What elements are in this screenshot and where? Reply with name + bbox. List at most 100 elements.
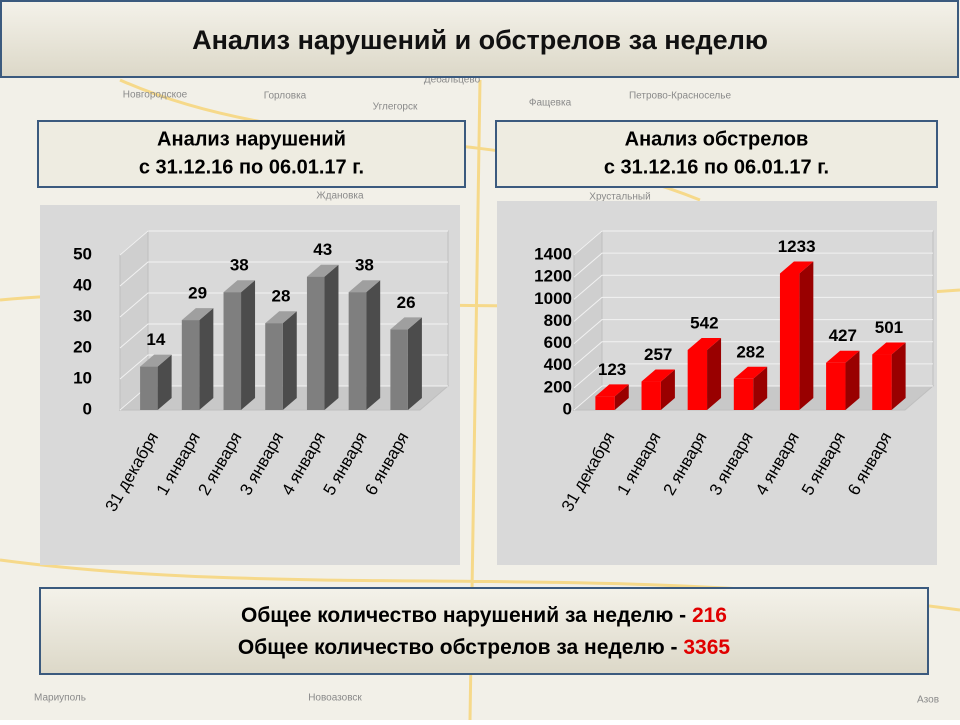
bar	[779, 273, 800, 410]
map-label: Ждановка	[316, 191, 364, 202]
summary-value: 216	[692, 604, 727, 627]
bar-top	[733, 366, 768, 379]
bar	[826, 362, 846, 410]
bar	[641, 381, 661, 410]
y-tick-label: 40	[73, 275, 92, 294]
bar	[348, 292, 367, 410]
grid-line	[573, 252, 933, 278]
map-label: Азов	[917, 695, 939, 706]
bar-side	[891, 342, 906, 410]
map-label: Углегорск	[373, 102, 418, 113]
summary-line: Общее количество нарушений за неделю - 2…	[241, 604, 727, 627]
data-label: 1233	[778, 237, 816, 256]
grid-line	[119, 261, 448, 287]
grid-line	[573, 363, 933, 389]
chart-subtitle: с 31.12.16 по 06.01.17 г.	[139, 156, 364, 178]
y-tick-label: 30	[73, 306, 92, 325]
data-label: 123	[598, 360, 626, 379]
grid-line	[119, 292, 448, 318]
map-label: Петрово-Красноселье	[629, 91, 732, 102]
bar-side	[660, 369, 675, 410]
y-tick-label: 1400	[534, 244, 572, 263]
chart-subtitle: с 31.12.16 по 06.01.17 г.	[604, 156, 829, 178]
bar	[595, 396, 615, 410]
y-tick-label: 200	[544, 377, 572, 396]
bar-top	[306, 264, 339, 277]
y-tick-label: 10	[73, 368, 92, 387]
data-label: 282	[736, 342, 764, 361]
bar-top	[595, 384, 629, 397]
summary-line: Общее количество обстрелов за неделю - 3…	[238, 636, 731, 659]
data-label: 14	[146, 330, 165, 349]
chart-title-box	[37, 120, 466, 188]
side-wall	[573, 229, 603, 412]
chart-title-box	[495, 120, 938, 188]
bar-top	[390, 317, 422, 330]
y-tick-label: 20	[73, 337, 92, 356]
bar-side	[799, 261, 814, 410]
header-title: Анализ нарушений и обстрелов за неделю	[192, 25, 768, 55]
bar-top	[223, 280, 256, 293]
header-box	[0, 0, 959, 78]
bar-side	[199, 308, 214, 410]
y-tick-label: 600	[544, 333, 572, 352]
grid-line	[573, 341, 933, 367]
y-tick-label: 800	[544, 311, 572, 330]
bar-top	[826, 350, 860, 363]
data-label: 542	[690, 313, 718, 332]
data-label: 28	[272, 287, 291, 306]
bar	[306, 276, 325, 410]
data-label: 29	[188, 284, 207, 303]
bar-top	[872, 342, 906, 355]
map-label: Новоазовск	[308, 693, 362, 704]
y-tick-label: 50	[73, 244, 92, 263]
grid-line	[573, 319, 933, 344]
grid-line	[573, 385, 933, 411]
grid-line	[119, 323, 448, 349]
bar-side	[324, 264, 339, 410]
grid-line	[573, 230, 933, 256]
map-label: Фащевка	[529, 98, 572, 109]
data-label: 38	[230, 256, 249, 275]
data-label: 38	[355, 256, 374, 275]
map-label: Новгородское	[123, 90, 188, 101]
grid-line	[573, 274, 933, 300]
summary-text: Общее количество обстрелов за неделю -	[238, 636, 683, 659]
y-tick-label: 400	[544, 355, 572, 374]
bar-side	[366, 280, 381, 410]
bar-top	[265, 311, 297, 324]
bar-top	[687, 337, 722, 350]
y-tick-label: 1200	[534, 267, 572, 286]
bar-side	[845, 350, 860, 410]
y-tick-label: 1000	[534, 289, 572, 308]
bar-top	[140, 354, 172, 367]
chart-title: Анализ обстрелов	[625, 128, 809, 150]
data-label: 501	[875, 318, 903, 337]
bar-side	[753, 366, 768, 410]
bar-side	[157, 354, 172, 410]
grid-line	[573, 296, 933, 322]
bar	[733, 378, 754, 410]
summary-text: Общее количество нарушений за неделю -	[241, 604, 692, 627]
summary-box	[39, 587, 929, 675]
summary-value: 3365	[683, 636, 730, 659]
data-label: 427	[829, 326, 857, 345]
map-label: Хрустальный	[589, 192, 650, 203]
data-label: 43	[313, 240, 332, 259]
grid-line	[119, 230, 448, 256]
map-label: Мариуполь	[34, 693, 86, 704]
y-tick-label: 0	[83, 399, 92, 418]
y-tick-label: 0	[563, 399, 572, 418]
bar-top	[348, 280, 381, 293]
data-label: 26	[397, 293, 416, 312]
bar-side	[707, 337, 722, 410]
map-label: Горловка	[264, 91, 307, 102]
bar	[687, 349, 708, 410]
bar	[390, 329, 408, 410]
bar	[181, 320, 200, 410]
chart-title: Анализ нарушений	[157, 128, 346, 150]
bar	[140, 366, 158, 410]
grid-line	[119, 354, 448, 380]
